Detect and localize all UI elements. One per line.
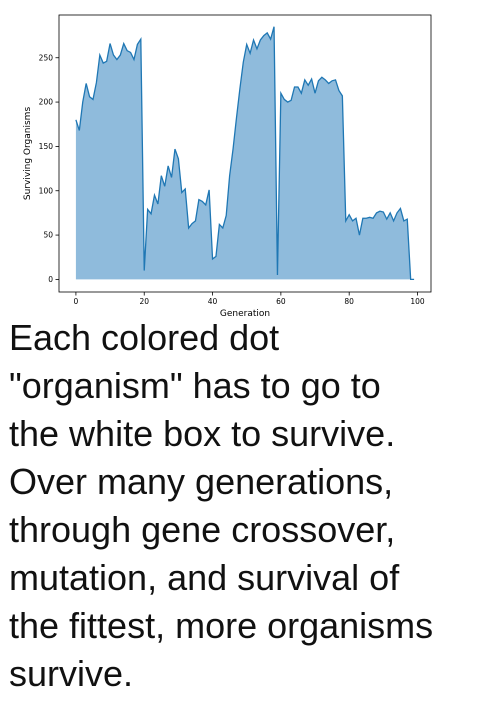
- x-tick-label: 60: [276, 297, 286, 306]
- chart: 0 20 40 60 80 100 0 50 100 150 200 250 Generation …: [0, 0, 496, 320]
- y-tick-label: 0: [48, 275, 53, 284]
- y-tick-label: 250: [39, 53, 54, 62]
- x-tick-label: 20: [139, 297, 149, 306]
- x-axis-label: Generation: [220, 309, 270, 319]
- series-line: [75, 26, 415, 281]
- y-tick-label: 50: [43, 231, 53, 240]
- x-tick-label: 40: [208, 297, 218, 306]
- x-tick-label: 0: [74, 297, 79, 306]
- y-axis-label: Surviving Organisms: [23, 107, 33, 201]
- area-fill: [75, 26, 415, 280]
- axes-frame: [58, 14, 432, 293]
- y-tick-label: 100: [39, 186, 54, 195]
- x-tick-label: 80: [344, 297, 354, 306]
- y-tick-label: 150: [39, 142, 54, 151]
- y-tick-label: 200: [39, 98, 54, 107]
- x-tick-label: 100: [410, 297, 425, 306]
- caption-text: Each colored dot "organism" has to go to…: [9, 317, 434, 694]
